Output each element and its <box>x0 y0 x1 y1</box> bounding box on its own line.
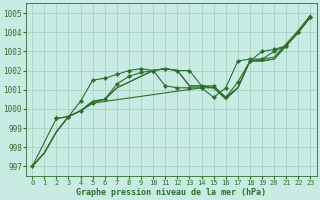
X-axis label: Graphe pression niveau de la mer (hPa): Graphe pression niveau de la mer (hPa) <box>76 188 266 197</box>
